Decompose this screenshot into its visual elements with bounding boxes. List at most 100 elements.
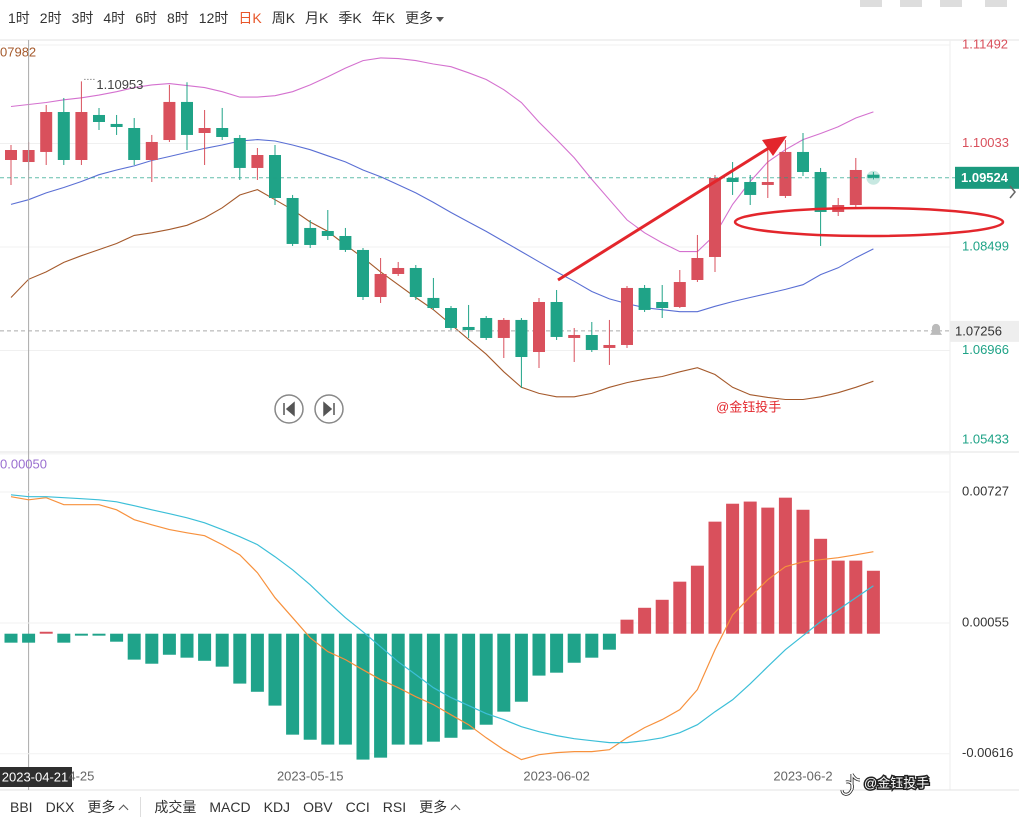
candle-body <box>216 128 229 137</box>
candle-body <box>462 326 475 331</box>
annotation-ellipse <box>733 206 1005 238</box>
top-icon[interactable] <box>940 0 962 7</box>
indicator-tab[interactable]: OBV <box>303 799 333 815</box>
alert-label: 1.07256 <box>955 323 1002 338</box>
macd-bar <box>39 631 53 634</box>
indicator-tab[interactable]: MACD <box>209 799 251 815</box>
macd-bar <box>761 507 775 634</box>
last-price-label: 1.09524 <box>961 170 1009 185</box>
band-line <box>10 189 874 401</box>
crosshair-label: 2023-04-21 <box>2 769 69 784</box>
y-tick-label: -0.00616 <box>962 745 1013 760</box>
candle-body <box>321 230 334 236</box>
period-tab[interactable]: 周K <box>271 10 296 26</box>
x-tick-label: 4-25 <box>68 768 94 783</box>
play-controls[interactable] <box>274 394 344 424</box>
candle-body <box>779 151 792 196</box>
macd-bar <box>250 633 264 692</box>
macd-bar <box>145 633 159 664</box>
scroll-arrow[interactable] <box>1009 185 1016 199</box>
annotation: @金钰投手 <box>716 399 781 414</box>
macd-bar <box>110 633 124 642</box>
macd-bar <box>409 633 423 745</box>
macd-bar <box>602 633 616 650</box>
period-tab[interactable]: 月K <box>305 10 329 26</box>
macd-line <box>10 496 874 761</box>
indicator-tab[interactable]: CCI <box>345 799 370 815</box>
candle-body <box>128 128 141 160</box>
macd-bar <box>74 633 88 636</box>
macd-bar <box>356 633 370 760</box>
bell-icon <box>930 323 942 335</box>
more-button[interactable]: 更多 <box>87 797 129 817</box>
period-tab[interactable]: 6时 <box>135 10 157 26</box>
macd-bar <box>866 570 880 634</box>
candle-body <box>269 155 281 198</box>
candle-body <box>814 172 827 212</box>
candle-body <box>145 141 158 160</box>
macd-bar <box>585 633 599 658</box>
band-line <box>10 57 874 253</box>
period-tab[interactable]: 季K <box>338 10 362 26</box>
indicator-tab[interactable]: DKX <box>45 799 75 815</box>
period-tab[interactable]: 2时 <box>39 10 62 26</box>
watermark: @金钰投手 <box>864 775 929 790</box>
y-tick-label: 1.06966 <box>962 342 1009 357</box>
macd-bar <box>532 633 546 676</box>
macd-bar <box>180 633 194 658</box>
indicator-tab[interactable]: BBI <box>10 799 33 815</box>
period-toolbar: 1时 2时 3时 4时 6时 8时 12时 日K 周K 月K 季K 年K 更多 <box>0 0 445 36</box>
candle-body <box>691 257 704 280</box>
y-tick-label: 1.11492 <box>962 36 1008 51</box>
more-button[interactable]: 更多 <box>405 8 445 28</box>
top-icon[interactable] <box>860 0 882 7</box>
macd-bar <box>338 633 352 745</box>
macd-bar <box>673 581 687 634</box>
candle-body <box>409 267 422 298</box>
y-tick-label: 1.05433 <box>962 431 1009 446</box>
last-price-glow <box>866 170 881 185</box>
candle-body <box>445 308 457 328</box>
indicator-tab[interactable]: RSI <box>382 799 407 815</box>
candle-body <box>427 297 440 309</box>
period-tab[interactable]: 3时 <box>71 10 94 26</box>
macd-bar <box>690 565 704 634</box>
macd-bar <box>233 633 247 684</box>
candle-body <box>568 335 581 338</box>
candle-body <box>709 178 721 257</box>
candle-body <box>304 227 317 245</box>
y-tick-label: 0.00727 <box>962 483 1009 498</box>
period-tab[interactable]: 12时 <box>198 10 229 26</box>
macd-bar <box>743 501 757 634</box>
more-button[interactable]: 更多 <box>419 797 461 817</box>
caret <box>436 16 445 22</box>
candle-body <box>286 197 299 244</box>
macd-bar <box>215 633 229 667</box>
top-icon[interactable] <box>900 0 922 7</box>
macd-bar <box>374 633 388 758</box>
macd-bar <box>444 633 458 738</box>
macd-bar <box>726 503 740 634</box>
period-tab[interactable]: 年K <box>371 10 396 26</box>
indicator-tab[interactable]: 成交量 <box>154 799 197 815</box>
macd-bar <box>321 633 335 745</box>
macd-bar <box>303 633 317 740</box>
top-icon[interactable] <box>985 0 1007 7</box>
period-tab[interactable]: 4时 <box>103 10 126 26</box>
indicator-tab[interactable]: KDJ <box>263 799 291 815</box>
crosshair-label-box <box>0 767 72 787</box>
candle-body <box>57 112 70 160</box>
macd-bar <box>479 633 493 725</box>
macd-line <box>10 494 874 744</box>
divider <box>140 797 142 817</box>
period-tab[interactable]: 1时 <box>8 10 30 26</box>
period-tab[interactable]: 日K <box>238 10 262 26</box>
candle-body <box>638 287 651 310</box>
caret <box>450 804 461 815</box>
period-tab[interactable]: 8时 <box>166 10 189 26</box>
candle-body <box>357 249 369 298</box>
alert-label-box <box>950 320 1019 342</box>
candle-body <box>251 155 264 168</box>
candle-body <box>533 301 545 353</box>
